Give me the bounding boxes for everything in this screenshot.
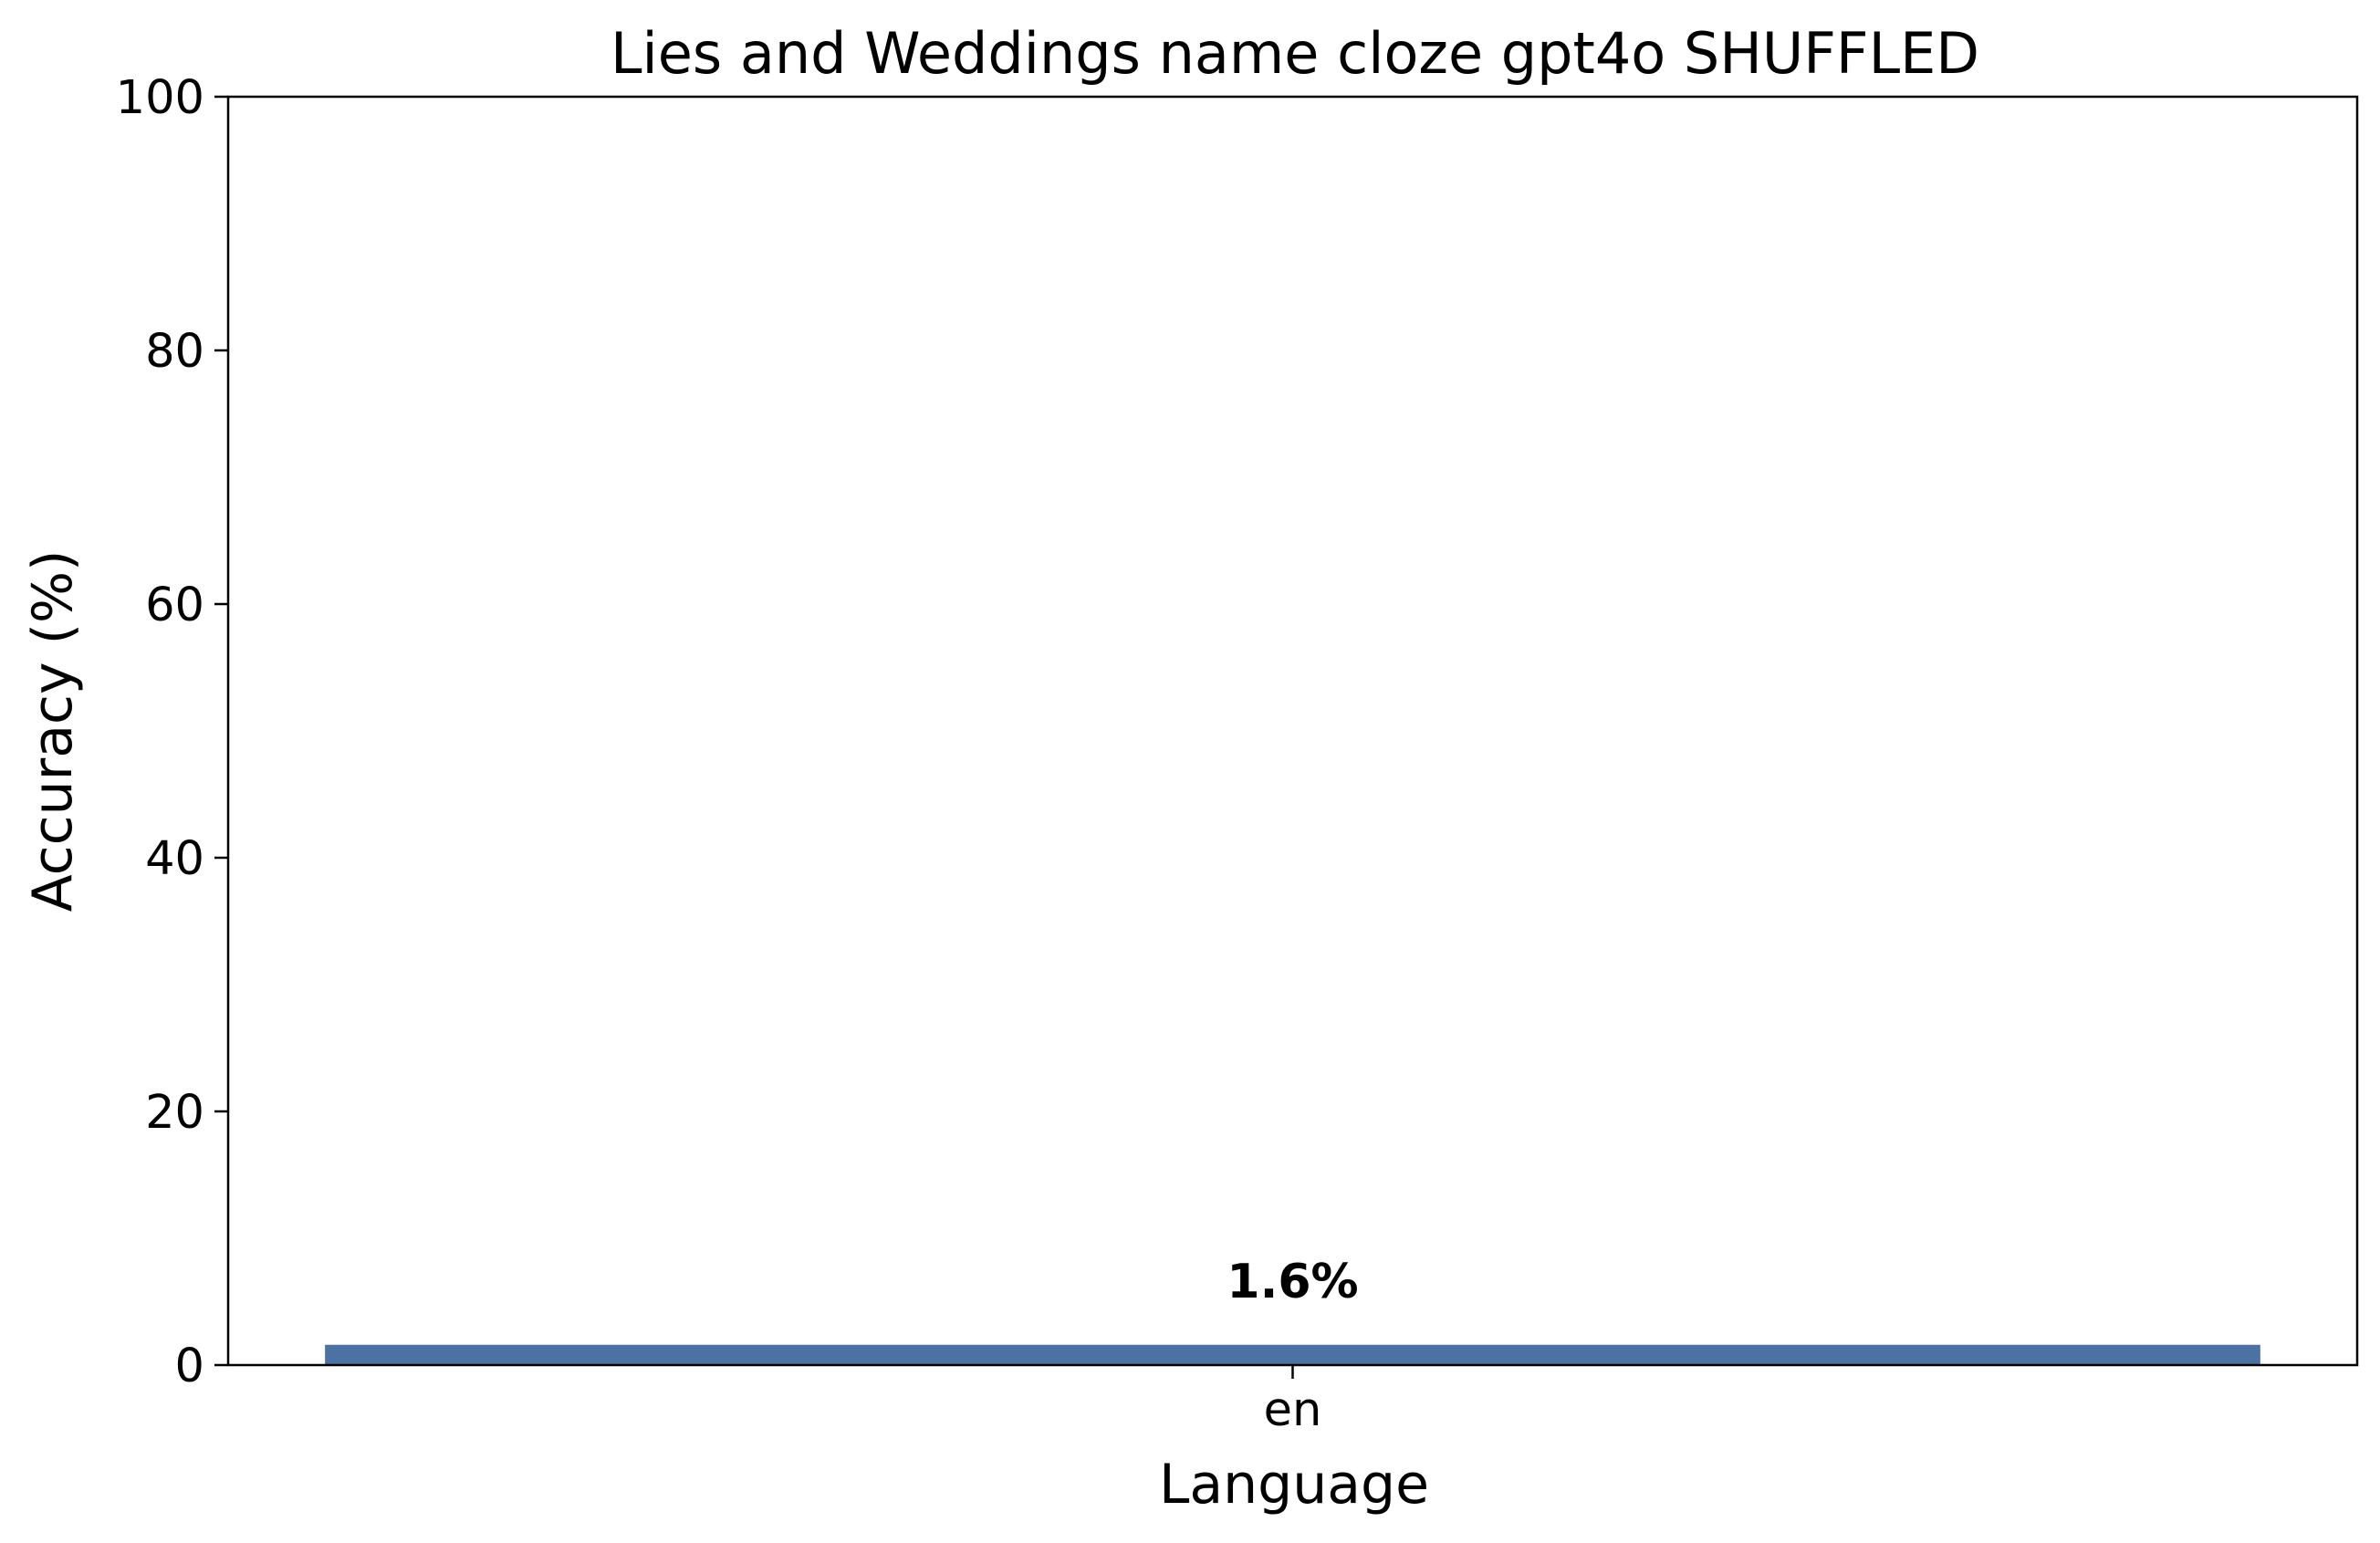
bar-value-label: 1.6%	[1227, 1255, 1358, 1309]
x-tick-label: en	[1264, 1383, 1322, 1437]
y-axis-label: Accuracy (%)	[21, 550, 85, 912]
y-tick-label: 20	[145, 1086, 204, 1140]
plot-frame	[226, 95, 2359, 1367]
plot-area: 0 20 40 60 80 100 en 1.6%	[116, 71, 2260, 1437]
y-tick-label: 60	[145, 579, 204, 632]
x-axis-label: Language	[1159, 1453, 1429, 1517]
y-tick-label: 40	[145, 832, 204, 886]
y-tick-label: 80	[145, 325, 204, 379]
y-tick-label: 0	[175, 1340, 204, 1393]
chart-title: Lies and Weddings name cloze gpt4o SHUFF…	[611, 20, 1979, 87]
bar	[325, 1344, 2260, 1365]
y-tick-label: 100	[116, 71, 204, 125]
